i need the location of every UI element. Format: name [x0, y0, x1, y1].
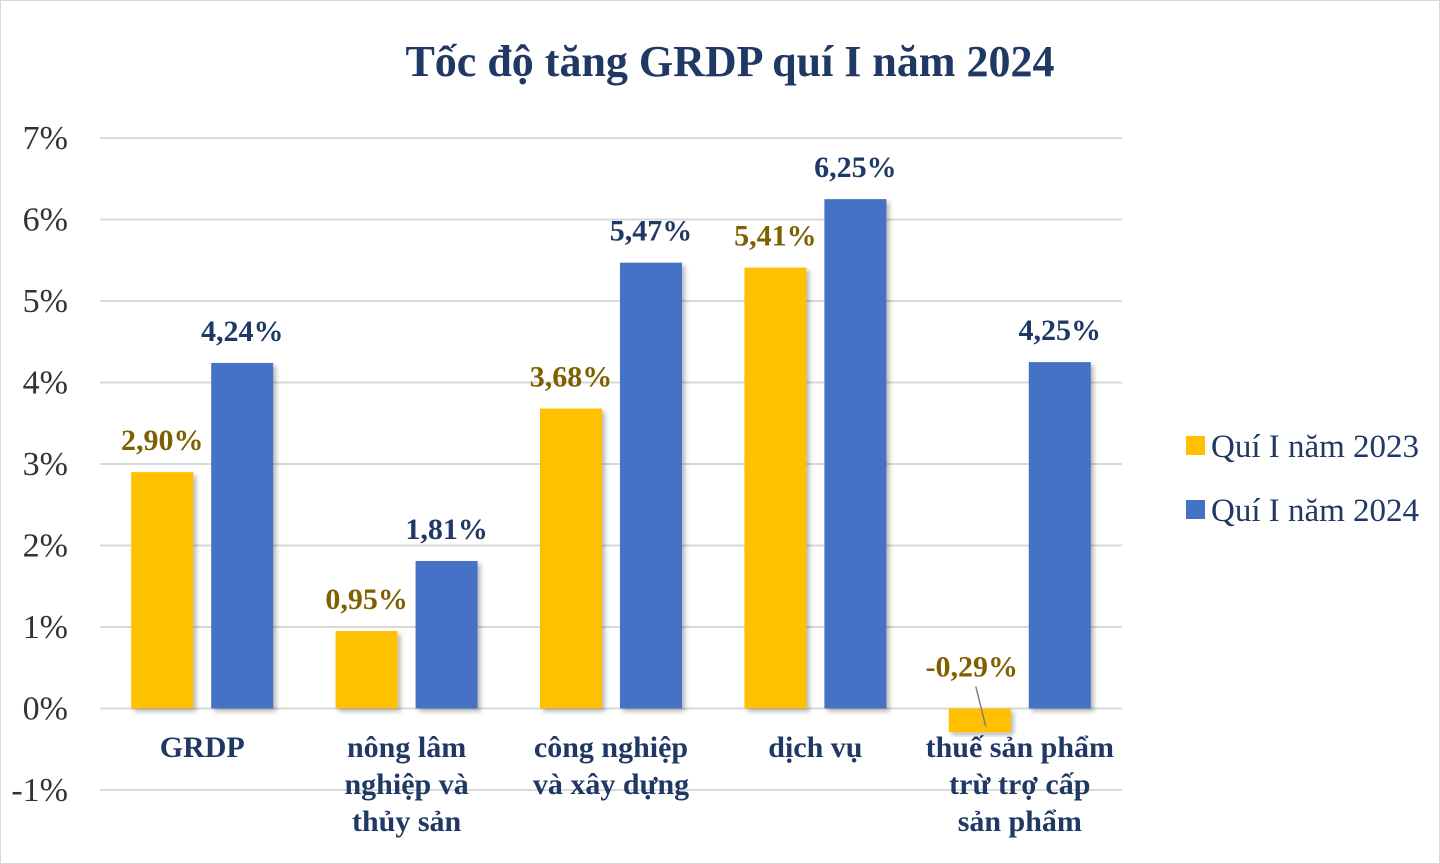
bar	[948, 708, 1011, 733]
data-label: 4,24%	[201, 315, 284, 348]
y-axis-ticks: 7% 6% 5% 4% 3% 2% 1% 0% -1%	[11, 120, 68, 809]
data-label: 5,41%	[734, 220, 817, 253]
y-tick-label: 7%	[23, 120, 68, 157]
data-label: 0,95%	[325, 583, 408, 616]
chart-title: Tốc độ tăng GRDP quí I năm 2024	[405, 37, 1054, 86]
x-category-label: và xây dựng	[533, 768, 689, 801]
bar	[824, 199, 887, 709]
x-axis-categories: GRDP nông lâm nghiệp và thủy sản công nghiệp…	[160, 731, 1114, 838]
data-labels: 2,90% 0,95% 3,68% 5,41% -0,29% 4,24% 1,81% 5,47…	[121, 151, 1102, 727]
bar	[211, 362, 274, 709]
y-tick-label: 1%	[23, 609, 68, 646]
x-category-label: sản phẩm	[958, 805, 1082, 838]
y-tick-label: 5%	[23, 283, 68, 320]
x-category-label: GRDP	[160, 731, 245, 764]
bar	[335, 631, 398, 709]
data-label: 1,81%	[405, 513, 488, 546]
y-tick-label: -1%	[11, 772, 68, 809]
bars	[131, 199, 1091, 733]
data-label: 4,25%	[1019, 314, 1102, 347]
data-label-leader	[975, 686, 987, 727]
x-category-label: nghiệp và	[344, 768, 468, 801]
data-label: 5,47%	[610, 215, 693, 248]
bar	[131, 472, 194, 709]
x-category-label: công nghiệp	[534, 731, 688, 764]
data-label: -0,29%	[926, 651, 1019, 684]
legend-swatch	[1186, 436, 1205, 455]
legend-label: Quí I năm 2023	[1211, 429, 1419, 465]
y-tick-label: 3%	[23, 446, 68, 483]
x-category-label: thủy sản	[352, 805, 462, 838]
y-tick-label: 0%	[23, 691, 68, 728]
bar	[1028, 362, 1091, 709]
data-label: 6,25%	[814, 151, 897, 184]
bar	[744, 267, 807, 709]
data-label: 2,90%	[121, 424, 204, 457]
legend-swatch	[1186, 500, 1205, 519]
legend: Quí I năm 2023 Quí I năm 2024	[1186, 429, 1419, 529]
y-tick-label: 6%	[23, 202, 68, 239]
x-category-label: trừ trợ cấp	[949, 768, 1090, 801]
legend-label: Quí I năm 2024	[1211, 493, 1419, 529]
x-category-label: dịch vụ	[768, 731, 862, 764]
data-label: 3,68%	[530, 361, 613, 394]
x-category-label: thuế sản phẩm	[926, 731, 1114, 764]
y-tick-label: 4%	[23, 365, 68, 402]
y-tick-label: 2%	[23, 528, 68, 565]
x-category-label: nông lâm	[347, 731, 466, 764]
bar	[620, 262, 682, 709]
bar	[415, 560, 478, 709]
bar	[540, 408, 602, 709]
